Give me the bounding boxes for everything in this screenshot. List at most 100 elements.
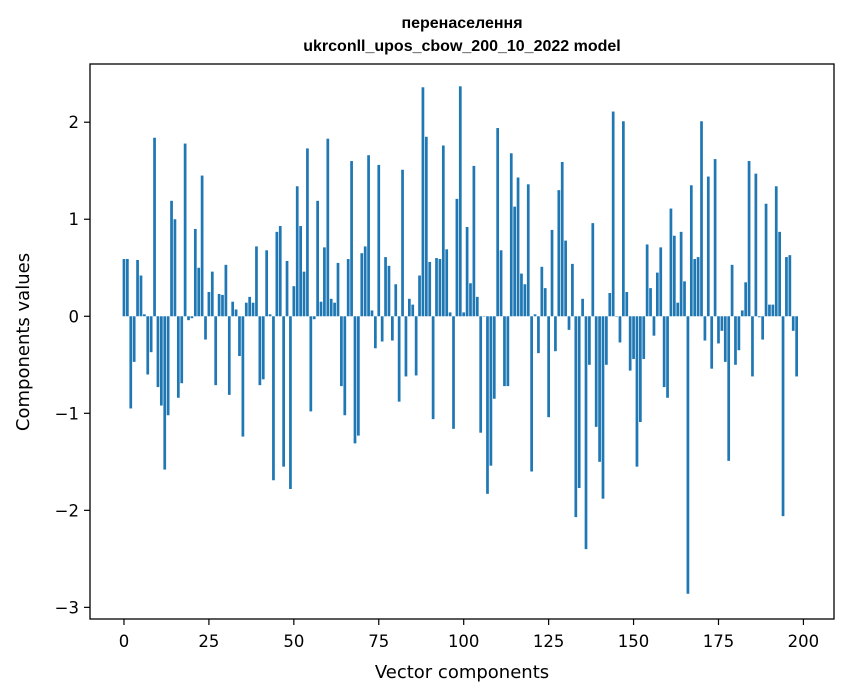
bar bbox=[244, 302, 248, 317]
bar bbox=[710, 316, 714, 369]
bar bbox=[357, 316, 360, 436]
bar bbox=[458, 86, 462, 317]
bar bbox=[265, 250, 269, 317]
bar bbox=[122, 259, 126, 317]
bar bbox=[350, 161, 353, 317]
bar bbox=[353, 316, 357, 444]
bar bbox=[543, 288, 547, 317]
bar bbox=[537, 316, 540, 354]
bar bbox=[200, 175, 204, 317]
bar bbox=[509, 153, 513, 317]
bar bbox=[411, 304, 415, 317]
bar bbox=[700, 121, 703, 317]
bar bbox=[173, 219, 177, 317]
bar bbox=[462, 312, 466, 317]
bar bbox=[448, 312, 452, 317]
bar bbox=[571, 263, 574, 317]
bar bbox=[217, 293, 221, 317]
bar bbox=[577, 316, 581, 489]
bar bbox=[672, 235, 676, 317]
bar bbox=[560, 162, 564, 317]
bar bbox=[363, 246, 367, 317]
bar bbox=[761, 316, 765, 340]
bar bbox=[210, 271, 214, 317]
bar bbox=[679, 231, 683, 317]
bar bbox=[662, 316, 666, 388]
bar bbox=[238, 316, 241, 357]
bar bbox=[479, 316, 483, 433]
bar bbox=[435, 258, 438, 317]
bar bbox=[533, 314, 537, 317]
y-tick-label: −3 bbox=[55, 598, 79, 617]
y-tick-label: 0 bbox=[69, 307, 80, 326]
bar bbox=[248, 296, 252, 317]
bar bbox=[764, 203, 768, 317]
x-tick-label: 0 bbox=[119, 632, 130, 651]
bar bbox=[282, 316, 285, 467]
bar bbox=[394, 284, 398, 317]
bar bbox=[204, 316, 207, 340]
bar bbox=[516, 177, 520, 317]
bar bbox=[683, 281, 686, 317]
bar bbox=[132, 316, 136, 362]
bar bbox=[659, 247, 663, 317]
bar bbox=[424, 136, 428, 317]
x-tick-label: 75 bbox=[368, 632, 389, 651]
bar bbox=[581, 298, 584, 317]
bar bbox=[221, 294, 224, 317]
bar bbox=[472, 165, 476, 317]
bar bbox=[421, 87, 425, 317]
x-axis: 0 25 50 75 100 125 150 175 200 bbox=[119, 619, 819, 651]
bar bbox=[241, 316, 245, 437]
bar bbox=[768, 304, 771, 317]
bar bbox=[295, 186, 299, 317]
bar bbox=[333, 302, 336, 317]
bar bbox=[336, 262, 340, 317]
bar bbox=[567, 316, 571, 330]
bar bbox=[312, 316, 316, 320]
bar bbox=[475, 296, 479, 317]
bar bbox=[645, 244, 649, 317]
bar bbox=[547, 316, 550, 418]
bar bbox=[163, 316, 167, 470]
bar bbox=[503, 316, 506, 387]
bar bbox=[384, 257, 387, 317]
bar bbox=[275, 231, 279, 317]
bar bbox=[299, 226, 302, 317]
bar bbox=[757, 316, 761, 318]
bar bbox=[380, 316, 384, 342]
bar bbox=[523, 284, 527, 317]
bar bbox=[302, 271, 306, 317]
bar bbox=[506, 316, 510, 387]
bar bbox=[139, 275, 143, 317]
bar bbox=[486, 316, 489, 494]
bar bbox=[622, 121, 625, 317]
bar bbox=[564, 240, 567, 317]
bar bbox=[187, 316, 190, 321]
bar bbox=[628, 316, 632, 371]
bar bbox=[639, 316, 642, 423]
bar bbox=[272, 316, 275, 481]
bar bbox=[377, 164, 381, 317]
bar bbox=[452, 316, 455, 429]
bar bbox=[520, 273, 523, 317]
bar bbox=[788, 255, 792, 317]
bar bbox=[323, 247, 326, 317]
bar bbox=[153, 137, 156, 317]
bar bbox=[309, 316, 313, 412]
y-tick-label: −2 bbox=[55, 501, 79, 520]
bar bbox=[166, 316, 170, 416]
bar bbox=[618, 316, 622, 343]
bar bbox=[778, 231, 781, 317]
bar bbox=[183, 143, 187, 317]
bar bbox=[445, 249, 449, 317]
bar bbox=[367, 155, 370, 317]
bar bbox=[285, 260, 289, 317]
bar bbox=[197, 267, 201, 317]
bar bbox=[374, 316, 377, 349]
bar bbox=[686, 316, 690, 594]
bar bbox=[455, 198, 459, 317]
bar bbox=[754, 173, 758, 317]
bar bbox=[329, 298, 333, 317]
